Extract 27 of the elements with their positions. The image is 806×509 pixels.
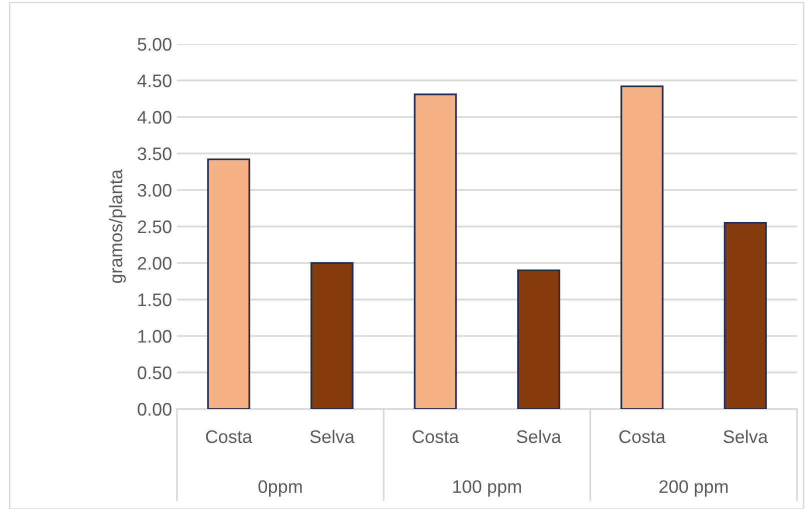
y-tick-label: 3.00 [138,184,172,197]
y-tick-label: 2.00 [138,256,172,270]
y-axis-title: gramos/planta [109,169,126,283]
bar [620,86,664,409]
y-tick-label: 3.50 [138,147,172,160]
y-tick-label: 1.50 [138,293,172,306]
x-tick-label: Costa [412,430,459,444]
x-tick-label: Costa [206,430,252,444]
x-tick-label: Selva [310,430,355,444]
y-tick-label: 0.00 [138,402,172,416]
bar [414,94,457,409]
y-tick-label: 1.00 [138,330,172,343]
y-tick-label: 2.50 [138,220,172,234]
text: 0ppm [258,480,302,497]
text: 200 ppm [659,480,728,497]
x-tick-label: Selva [724,430,768,444]
text: 100 ppm [453,480,521,497]
y-tick-label: 4.50 [137,74,172,88]
bar [517,269,560,409]
bar [207,158,250,409]
y-tick-label: 0.50 [138,366,172,380]
bar [310,262,354,409]
y-tick-label: 5.00 [138,38,172,51]
y-tick-label: 4.00 [137,110,172,124]
x-tick-label: Selva [516,430,562,444]
bar [724,222,767,409]
x-tick-label: Costa [619,430,666,444]
